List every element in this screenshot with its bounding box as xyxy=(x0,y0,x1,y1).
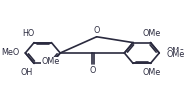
Text: MeO: MeO xyxy=(2,49,20,57)
Text: OMe: OMe xyxy=(166,50,184,59)
Text: O: O xyxy=(89,66,96,75)
Text: OMe: OMe xyxy=(166,47,184,56)
Text: HO: HO xyxy=(22,29,34,38)
Text: OMe: OMe xyxy=(142,68,161,77)
Text: O: O xyxy=(93,26,100,35)
Text: OMe: OMe xyxy=(142,29,161,38)
Text: OH: OH xyxy=(21,68,33,77)
Text: OMe: OMe xyxy=(41,57,59,66)
